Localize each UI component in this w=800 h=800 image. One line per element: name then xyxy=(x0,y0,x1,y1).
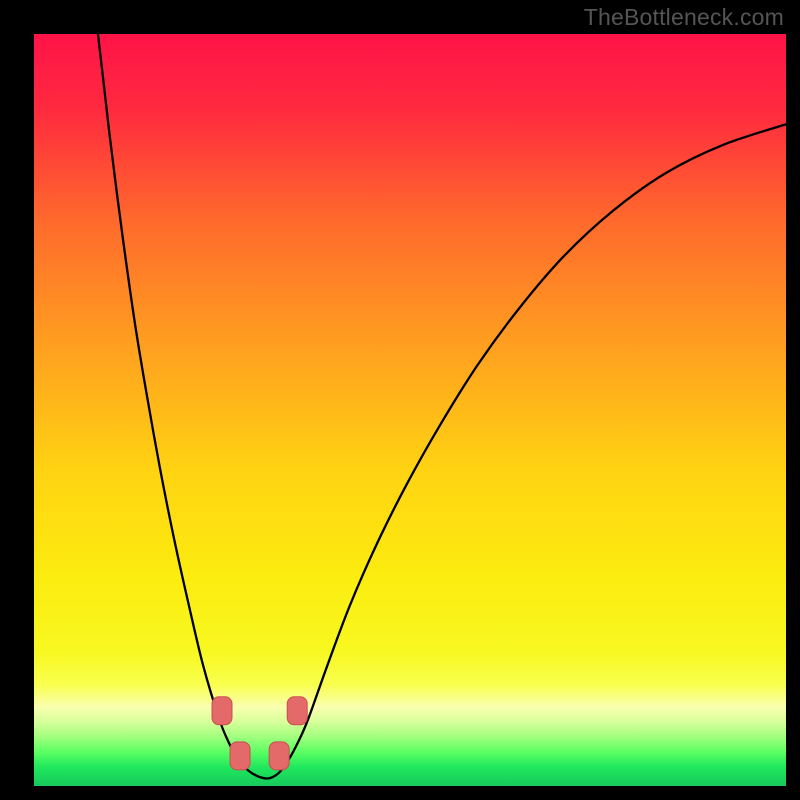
chart-root: TheBottleneck.com xyxy=(0,0,800,800)
data-marker xyxy=(230,742,250,770)
watermark-text: TheBottleneck.com xyxy=(584,4,784,31)
plot-area xyxy=(34,34,786,786)
bottleneck-curve xyxy=(98,34,786,778)
data-marker xyxy=(269,742,289,770)
data-marker xyxy=(287,697,307,725)
data-marker xyxy=(212,697,232,725)
curve-overlay xyxy=(34,34,786,786)
